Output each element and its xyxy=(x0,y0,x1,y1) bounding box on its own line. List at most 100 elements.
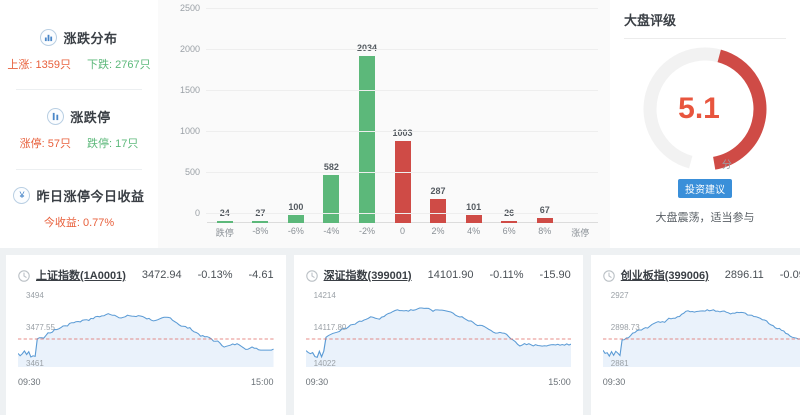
market-rating-panel: 大盘评级 5.1 分 投资建议 大盘震荡，适当参与 xyxy=(610,0,800,248)
x-axis-tick: 0 xyxy=(400,226,406,236)
x-axis-tick: -8% xyxy=(252,226,269,236)
bar[interactable] xyxy=(536,217,553,223)
stat-down-value: 跌停: 17只 xyxy=(87,137,139,150)
bar-slot[interactable]: 100 xyxy=(278,18,314,223)
updown-limit-icon xyxy=(47,107,65,125)
x-axis-tick: -4% xyxy=(323,226,340,236)
sparkline-mid-label: 14117.80 xyxy=(313,323,347,332)
bar[interactable] xyxy=(252,220,269,223)
grid-line xyxy=(206,49,598,50)
index-change: -4.61 xyxy=(248,269,274,281)
x-axis-tick: -2% xyxy=(358,226,375,236)
bar-value-label: 100 xyxy=(288,201,304,212)
sparkline-low-label: 14022 xyxy=(313,359,336,368)
top-row: 涨跌分布 上涨: 1359只 下跌: 2767只 涨跌停 涨停: 57只 跌停:… xyxy=(0,0,800,248)
y-axis-tick: 1000 xyxy=(179,126,200,136)
bar-slot[interactable]: 67 xyxy=(527,18,563,223)
index-price: 2896.11 xyxy=(724,269,764,281)
index-card: 上证指数(1A0001) 3472.94 -0.13% -4.61 3494 3477.5… xyxy=(6,255,286,415)
sparkline-chart xyxy=(18,313,274,367)
bar[interactable] xyxy=(216,221,233,223)
investment-advice-text: 大盘震荡，适当参与 xyxy=(655,212,755,224)
rating-gauge: 5.1 分 xyxy=(639,43,771,175)
index-percent: -0.13% xyxy=(197,269,233,281)
stat-return-value: 今收益: 0.77% xyxy=(43,217,115,230)
x-axis-tick: 涨停 xyxy=(571,228,590,238)
grid-line xyxy=(206,8,598,9)
clock-icon xyxy=(603,269,615,282)
index-change: -15.90 xyxy=(539,269,571,281)
bar[interactable] xyxy=(394,140,411,223)
divider xyxy=(624,38,786,39)
bar-value-label: 26 xyxy=(504,207,515,218)
bar-slot[interactable]: 27 xyxy=(243,18,279,223)
investment-advice-badge[interactable]: 投资建议 xyxy=(678,179,732,198)
index-price: 14101.90 xyxy=(427,269,474,281)
bar-value-label: 1003 xyxy=(392,127,413,138)
index-card-header: 上证指数(1A0001) 3472.94 -0.13% -4.61 xyxy=(18,267,274,283)
bar[interactable] xyxy=(287,214,304,223)
index-card-header: 创业板指(399006)2896.11-0.09%-2.62 xyxy=(603,267,800,283)
index-name-link[interactable]: 深证指数(399001) xyxy=(323,270,412,282)
index-card: 深证指数(399001) 14101.90 -0.11% -15.90 14214 141… xyxy=(293,255,583,415)
bar[interactable] xyxy=(465,214,482,223)
sparkline-high-label: 3494 xyxy=(26,291,44,300)
bar[interactable] xyxy=(430,199,447,223)
gauge-ring-icon xyxy=(643,47,767,171)
index-sparkline: 14214 14117.80 14022 09:30 15:00 xyxy=(305,291,571,387)
bar-value-label: 101 xyxy=(466,201,482,212)
time-start-label: 09:30 xyxy=(602,377,626,387)
index-percent: -0.11% xyxy=(489,269,524,281)
market-stats-panel: 涨跌分布 上涨: 1359只 下跌: 2767只 涨跌停 涨停: 57只 跌停:… xyxy=(0,0,158,248)
time-end-label: 15:00 xyxy=(548,377,571,387)
index-name-link[interactable]: 上证指数(1A0001) xyxy=(36,270,126,282)
grid-line xyxy=(206,131,598,132)
clock-icon xyxy=(305,269,318,282)
index-cards-row: 上证指数(1A0001) 3472.94 -0.13% -4.61 3494 3477.5… xyxy=(0,255,800,415)
index-sparkline: 3494 3477.55 3461 09:30 15:00 xyxy=(18,291,274,387)
index-percent: -0.09% xyxy=(779,269,800,281)
bar-slot[interactable]: 582 xyxy=(314,18,350,223)
stat-title: 涨跌停 xyxy=(70,109,111,125)
sparkline-low-label: 3461 xyxy=(26,359,44,368)
bar-value-label: 582 xyxy=(323,162,339,173)
time-start-label: 09:30 xyxy=(305,377,329,387)
stat-up-value: 涨停: 57只 xyxy=(19,137,71,150)
yuan-icon: ¥ xyxy=(13,187,31,205)
stat-header: 涨跌停 xyxy=(47,107,111,126)
bar-value-label: 287 xyxy=(430,186,446,197)
stat-block-distribution: 涨跌分布 上涨: 1359只 下跌: 2767只 xyxy=(0,10,158,89)
bar-slot[interactable]: 26 xyxy=(491,18,527,223)
stat-up-value: 上涨: 1359只 xyxy=(7,58,71,71)
time-end-label: 15:00 xyxy=(251,377,274,387)
x-axis-tick: 8% xyxy=(538,226,552,236)
index-name-link[interactable]: 创业板指(399006) xyxy=(620,270,709,282)
sparkline-time-axis: 09:30 15:00 xyxy=(306,377,571,387)
y-axis-tick: 2500 xyxy=(179,3,200,13)
y-axis-tick: 0 xyxy=(194,208,200,218)
stat-block-limit: 涨跌停 涨停: 57只 跌停: 17只 xyxy=(0,89,158,168)
rating-score-unit: 分 xyxy=(721,160,732,171)
bar[interactable] xyxy=(358,56,375,223)
x-axis-tick: -6% xyxy=(287,226,304,236)
bar-slot[interactable]: 2034 xyxy=(349,18,385,223)
y-axis-tick: 500 xyxy=(184,167,200,177)
bar-chart-icon xyxy=(40,28,58,46)
bar-value-label: 67 xyxy=(539,204,550,215)
distribution-bar-chart: 2427100582203410032871012667 跌停-8%-6%-4%… xyxy=(158,0,610,248)
sparkline-low-label: 2881 xyxy=(610,359,629,368)
x-axis-tick: 6% xyxy=(502,226,516,236)
x-axis-tick: 跌停 xyxy=(215,228,234,238)
grid-line xyxy=(206,172,598,173)
bar-slot[interactable]: 101 xyxy=(456,18,492,223)
bar-slot[interactable]: 1003 xyxy=(385,18,421,223)
bar[interactable] xyxy=(323,175,340,223)
x-axis-tick: 4% xyxy=(467,226,481,236)
bar-slot[interactable]: 287 xyxy=(420,18,456,223)
sparkline-chart xyxy=(602,309,800,367)
gauge-value: 5.1 分 xyxy=(639,43,771,175)
grid-line xyxy=(206,213,598,214)
bar[interactable] xyxy=(501,220,518,223)
